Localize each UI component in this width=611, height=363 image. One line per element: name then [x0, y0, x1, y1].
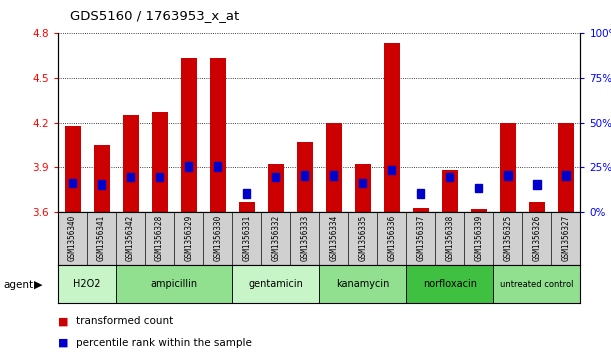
Text: GSM1356335: GSM1356335 [358, 215, 367, 261]
Bar [210, 58, 225, 212]
Bar [301, 171, 309, 180]
Bar [529, 202, 545, 212]
Text: GSM1356342: GSM1356342 [126, 215, 135, 261]
Text: ■: ■ [58, 316, 68, 326]
Text: agent: agent [3, 280, 33, 290]
Text: GSM1356330: GSM1356330 [213, 215, 222, 261]
Bar [65, 126, 81, 212]
Text: ■: ■ [58, 338, 68, 348]
Bar [330, 171, 337, 180]
Text: transformed count: transformed count [76, 316, 174, 326]
Bar [232, 265, 319, 303]
Bar [58, 265, 116, 303]
Bar [558, 122, 574, 212]
Text: ▶: ▶ [34, 280, 42, 290]
Text: GSM1356334: GSM1356334 [329, 215, 338, 261]
Text: GSM1356326: GSM1356326 [532, 215, 541, 261]
Text: GSM1356325: GSM1356325 [503, 215, 513, 261]
Bar [98, 180, 105, 188]
Bar [533, 180, 541, 188]
Bar [413, 208, 429, 212]
Bar [471, 209, 487, 212]
Bar [388, 166, 395, 174]
Bar [69, 179, 76, 187]
Text: kanamycin: kanamycin [336, 279, 389, 289]
Bar [156, 173, 163, 182]
Bar [127, 173, 134, 182]
Bar [93, 145, 109, 212]
Bar [268, 164, 284, 212]
Bar [406, 265, 493, 303]
Bar [446, 173, 453, 182]
Text: GSM1356329: GSM1356329 [184, 215, 193, 261]
Bar [500, 122, 516, 212]
Bar [355, 164, 371, 212]
Text: untreated control: untreated control [500, 280, 574, 289]
Bar [417, 189, 425, 197]
Bar [442, 170, 458, 212]
Bar [123, 115, 139, 212]
Bar [493, 265, 580, 303]
Text: ampicillin: ampicillin [150, 279, 198, 289]
Bar [384, 43, 400, 212]
Text: GSM1356336: GSM1356336 [387, 215, 397, 261]
Bar [181, 58, 197, 212]
Bar [214, 163, 221, 171]
Bar [239, 202, 255, 212]
Text: GSM1356331: GSM1356331 [242, 215, 251, 261]
Text: percentile rank within the sample: percentile rank within the sample [76, 338, 252, 348]
Text: gentamicin: gentamicin [248, 279, 303, 289]
Bar [152, 112, 167, 212]
Text: H2O2: H2O2 [73, 279, 101, 289]
Bar [562, 171, 569, 180]
Bar [319, 265, 406, 303]
Text: GDS5160 / 1763953_x_at: GDS5160 / 1763953_x_at [70, 9, 240, 22]
Text: GSM1356327: GSM1356327 [562, 215, 571, 261]
Text: GSM1356328: GSM1356328 [155, 215, 164, 261]
Bar [326, 122, 342, 212]
Bar [359, 179, 367, 187]
Text: GSM1356337: GSM1356337 [416, 215, 425, 261]
Bar [116, 265, 232, 303]
Bar [504, 171, 511, 180]
Text: GSM1356338: GSM1356338 [445, 215, 455, 261]
Bar [272, 173, 279, 182]
Text: norfloxacin: norfloxacin [423, 279, 477, 289]
Text: GSM1356340: GSM1356340 [68, 215, 77, 261]
Bar [185, 163, 192, 171]
Bar [297, 142, 313, 212]
Text: GSM1356339: GSM1356339 [474, 215, 483, 261]
Text: GSM1356332: GSM1356332 [271, 215, 280, 261]
Bar [243, 189, 251, 197]
Bar [475, 184, 483, 192]
Text: GSM1356341: GSM1356341 [97, 215, 106, 261]
Text: GSM1356333: GSM1356333 [300, 215, 309, 261]
